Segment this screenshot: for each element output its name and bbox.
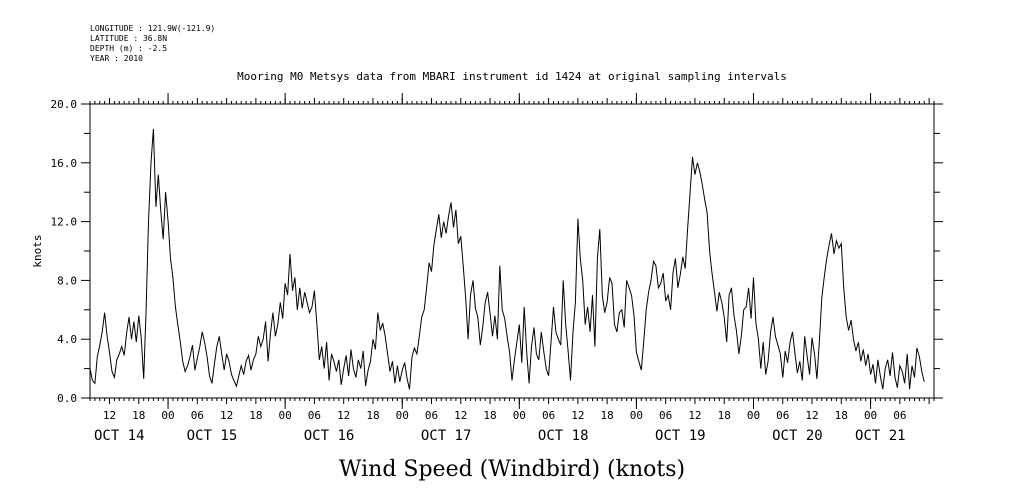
y-tick-label: 20.0 — [51, 98, 78, 111]
x-hour-label: 00 — [161, 409, 174, 422]
x-hour-label: 06 — [542, 409, 555, 422]
x-hour-label: 18 — [835, 409, 848, 422]
x-day-label: OCT 15 — [187, 428, 238, 444]
y-tick-label: 0.0 — [57, 392, 77, 405]
x-day-label: OCT 21 — [855, 428, 906, 444]
x-hour-label: 12 — [103, 409, 116, 422]
x-hour-label: 18 — [483, 409, 496, 422]
plot-frame — [89, 103, 935, 399]
y-axis: 0.0 4.0 8.0 12.0 16.0 20.0 — [51, 98, 943, 405]
x-day-label: OCT 20 — [772, 428, 823, 444]
x-hour-label: 00 — [864, 409, 877, 422]
x-hour-label: 00 — [513, 409, 526, 422]
depth-text: DEPTH (m) : -2.5 — [90, 44, 167, 53]
y-tick-label: 16.0 — [51, 157, 78, 170]
x-day-label: OCT 14 — [94, 428, 145, 444]
x-hour-label: 06 — [191, 409, 204, 422]
wind-speed-line — [89, 128, 925, 390]
x-hour-label: 00 — [279, 409, 292, 422]
x-hour-label: 06 — [425, 409, 438, 422]
x-hour-label: 06 — [893, 409, 906, 422]
x-day-label: OCT 16 — [304, 428, 355, 444]
x-hour-label: 18 — [132, 409, 145, 422]
x-hour-label: 12 — [571, 409, 584, 422]
x-hour-label: 00 — [630, 409, 643, 422]
y-tick-label: 12.0 — [51, 216, 78, 229]
chart-title: Mooring M0 Metsys data from MBARI instru… — [237, 70, 787, 83]
y-axis-label: knots — [31, 234, 44, 267]
x-hour-label: 06 — [308, 409, 321, 422]
x-hour-label: 06 — [659, 409, 672, 422]
x-axis-label: Wind Speed (Windbird) (knots) — [339, 457, 685, 482]
x-hour-label: 18 — [718, 409, 731, 422]
latitude-text: LATITUDE : 36.8N — [90, 34, 167, 43]
x-day-label: OCT 18 — [538, 428, 589, 444]
longitude-text: LONGITUDE : 121.9W(-121.9) — [90, 24, 215, 33]
x-hour-label: 12 — [220, 409, 233, 422]
x-hour-label: 12 — [805, 409, 818, 422]
y-tick-label: 8.0 — [57, 274, 77, 287]
x-hour-label: 18 — [249, 409, 262, 422]
x-hour-label: 18 — [366, 409, 379, 422]
x-axis: 12 18 00 06 12 18 00 06 12 18 00 06 12 18 00 06 12 18 00 06… — [89, 93, 935, 444]
x-day-label: OCT 17 — [421, 428, 472, 444]
x-hour-label: 18 — [601, 409, 614, 422]
y-tick-label: 4.0 — [57, 333, 77, 346]
x-day-label: OCT 19 — [655, 428, 706, 444]
x-hour-label: 12 — [688, 409, 701, 422]
metadata-block: LONGITUDE : 121.9W(-121.9) LATITUDE : 36… — [90, 24, 215, 63]
x-hour-label: 12 — [454, 409, 467, 422]
x-hour-label: 00 — [396, 409, 409, 422]
year-text: YEAR : 2010 — [90, 54, 143, 63]
x-hour-label: 06 — [776, 409, 789, 422]
x-hour-label: 12 — [337, 409, 350, 422]
x-hour-label: 00 — [747, 409, 760, 422]
